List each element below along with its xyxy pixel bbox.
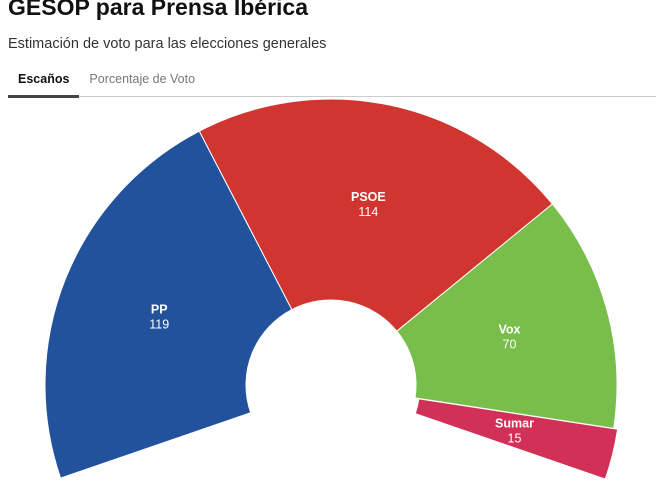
slice-label: PSOE [351,190,386,204]
slice-label: Sumar [495,416,534,430]
slice-value: 119 [149,317,169,331]
slice-shape[interactable] [396,203,618,429]
slice-shape[interactable] [198,98,554,332]
chart-title: GESOP para Prensa Ibérica [8,0,309,20]
slice-label: Vox [498,322,520,336]
tab-porcentaje-de-voto[interactable]: Porcentaje de Voto [89,72,196,86]
chart-subtitle: Estimación de voto para las elecciones g… [8,36,327,52]
slice-label: PP [151,302,168,316]
slice-value: 114 [358,205,378,219]
tab-bar: Escaños Porcentaje de Voto [8,70,656,98]
slice-value: 70 [503,337,517,351]
slice-shape[interactable] [44,130,293,479]
slice-shape[interactable] [414,398,619,480]
slice-value: 15 [508,431,522,445]
tab-escanos[interactable]: Escaños [8,70,80,98]
